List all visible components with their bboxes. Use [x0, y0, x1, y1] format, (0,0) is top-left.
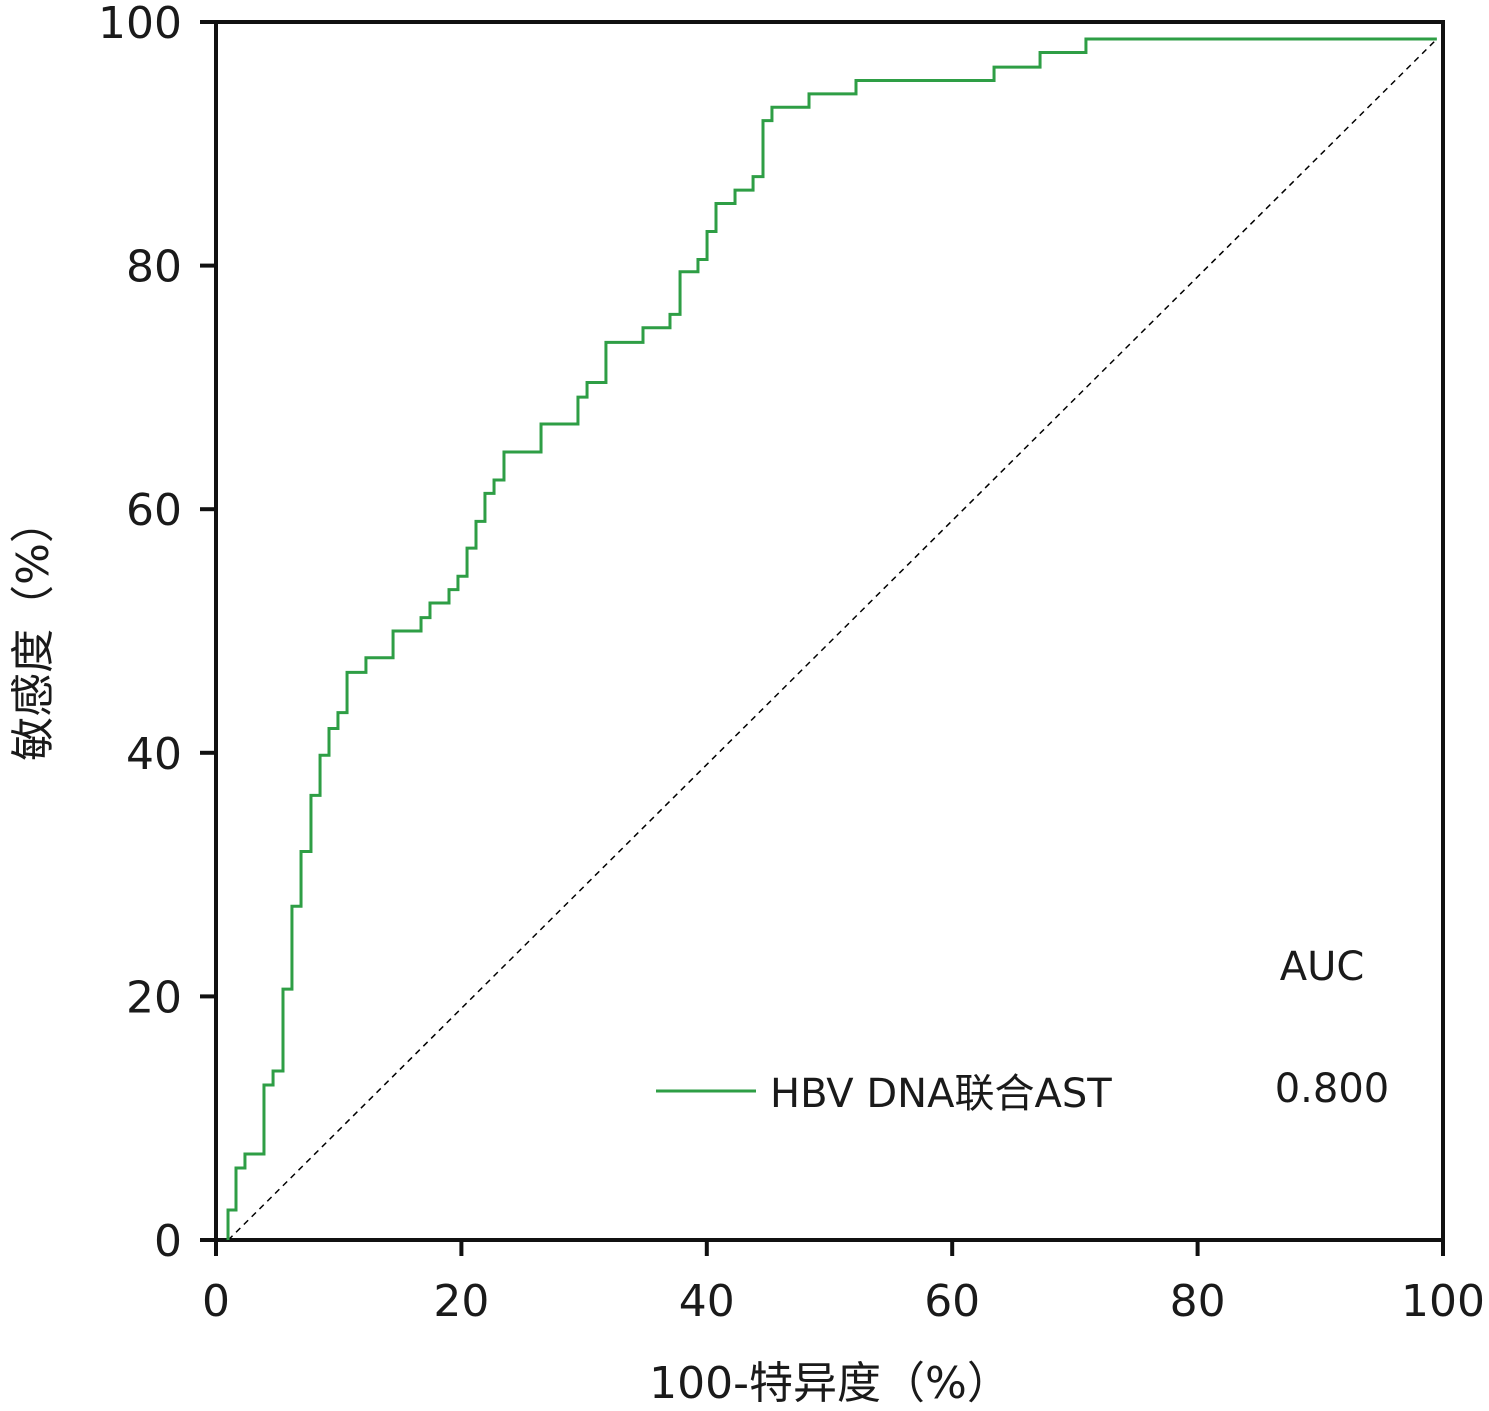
x-tick-label: 80 [1170, 1276, 1226, 1327]
x-tick-label: 0 [202, 1276, 230, 1327]
y-tick-label: 100 [98, 0, 182, 49]
legend-auc-value: 0.800 [1275, 1066, 1390, 1112]
y-tick-label: 40 [126, 729, 182, 780]
x-tick-label: 100 [1401, 1276, 1485, 1327]
reference-diagonal [227, 38, 1438, 1241]
legend-auc-header: AUC [1280, 944, 1365, 990]
x-tick-label: 40 [679, 1276, 735, 1327]
x-axis-label: 100-特异度（%） [649, 1358, 1011, 1409]
y-tick-label: 20 [126, 972, 182, 1023]
x-tick-label: 60 [924, 1276, 980, 1327]
legend-series-name: HBV DNA联合AST [770, 1071, 1112, 1117]
y-tick-label: 60 [126, 485, 182, 536]
y-tick-label: 80 [126, 242, 182, 293]
roc-curve-series [226, 37, 1437, 1240]
x-tick-label: 20 [433, 1276, 489, 1327]
axes [200, 20, 1445, 1256]
y-tick-label: 0 [154, 1216, 182, 1267]
tick-labels: 0 20 40 60 80 100 0 20 40 60 80 100 [98, 0, 1485, 1327]
plot-frame [214, 20, 1445, 1242]
y-axis-label: 敏感度（%） [8, 499, 59, 761]
